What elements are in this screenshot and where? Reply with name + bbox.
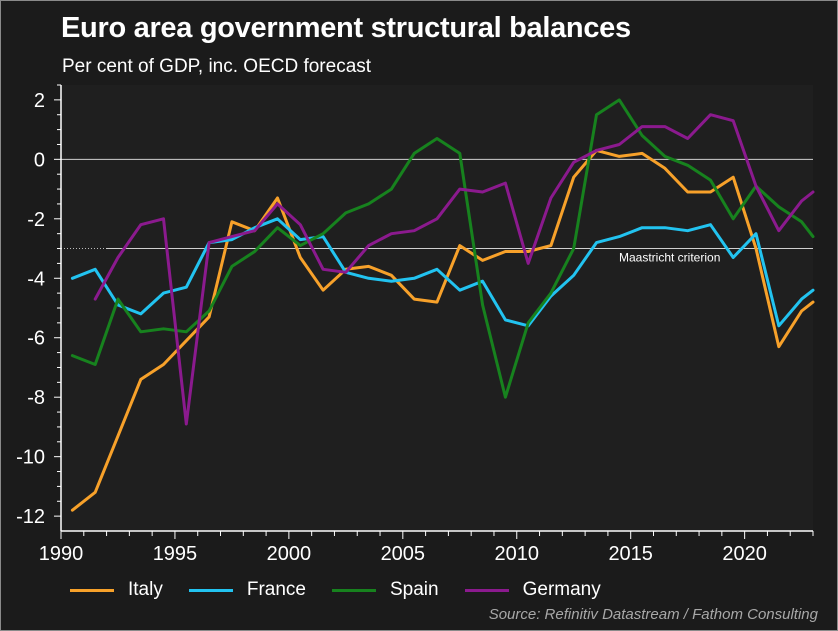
- x-tick-label: 2000: [267, 543, 312, 565]
- legend-swatch-france: [188, 588, 233, 592]
- maastricht-label: Maastricht criterion: [619, 251, 720, 265]
- legend-swatch-germany: [464, 588, 509, 592]
- legend-label-france: France: [246, 579, 306, 600]
- legend-item-france: France: [188, 579, 306, 601]
- x-tick-label: 2010: [495, 543, 540, 565]
- x-tick-label: 1990: [39, 543, 84, 565]
- chart-subtitle: Per cent of GDP, inc. OECD forecast: [62, 56, 372, 77]
- y-tick-label: -10: [16, 447, 45, 469]
- legend-label-italy: Italy: [128, 579, 163, 600]
- y-tick-label: 2: [34, 90, 45, 112]
- x-tick-label: 2020: [722, 543, 767, 565]
- y-tick-label: -8: [27, 387, 45, 409]
- chart-title: Euro area government structural balances: [61, 12, 631, 44]
- source-note: Source: Refinitiv Datastream / Fathom Co…: [488, 606, 818, 623]
- legend-label-spain: Spain: [390, 579, 439, 600]
- y-tick-label: -6: [27, 328, 45, 350]
- y-tick-label: -4: [27, 268, 45, 290]
- legend-label-germany: Germany: [522, 579, 601, 600]
- y-tick-label: -12: [16, 506, 45, 528]
- y-tick-label: 0: [34, 149, 45, 171]
- series-line-france: [70, 217, 815, 328]
- legend: Italy France Spain Germany: [70, 578, 627, 602]
- x-tick-label: 2005: [381, 543, 426, 565]
- legend-item-germany: Germany: [464, 579, 601, 601]
- x-tick-label: 2015: [608, 543, 653, 565]
- legend-item-italy: Italy: [70, 579, 163, 601]
- legend-swatch-spain: [332, 588, 376, 592]
- legend-item-spain: Spain: [332, 579, 439, 601]
- series-line-germany: [93, 113, 815, 426]
- x-tick-label: 1995: [153, 543, 198, 565]
- y-tick-label: -2: [27, 209, 45, 231]
- legend-swatch-italy: [70, 588, 114, 592]
